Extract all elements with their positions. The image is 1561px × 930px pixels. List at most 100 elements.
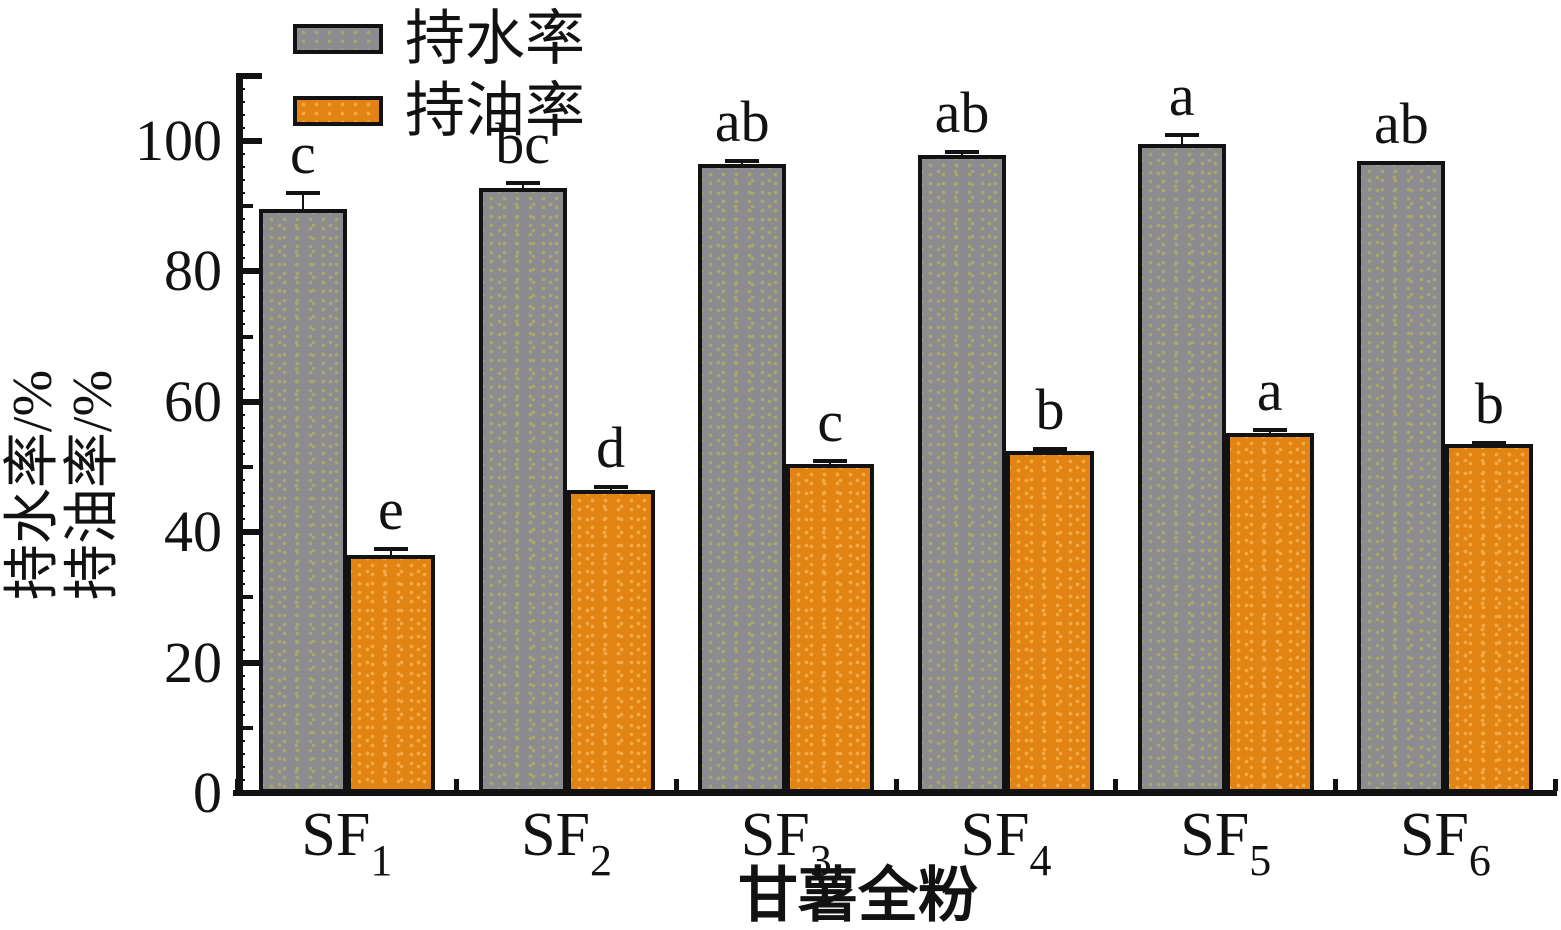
y-tick-label-20: 20	[164, 629, 222, 695]
x-tick-base-sf2: SF	[521, 801, 591, 869]
y-tick-68	[236, 348, 245, 351]
errorbar-water-sf1	[285, 190, 320, 214]
x-tick-1	[454, 779, 460, 791]
sig-letter-water-sf4: ab	[934, 80, 990, 146]
legend-label-oil: 持油率	[405, 78, 585, 144]
sig-letter-oil-sf5: a	[1256, 357, 1283, 423]
errorbar-oil-sf4	[1032, 446, 1067, 455]
y-tick-0	[236, 790, 262, 796]
y-tick-60	[236, 398, 262, 405]
y-tick-24	[236, 635, 245, 638]
y-tick-92	[236, 192, 245, 195]
sig-letter-water-sf2: bc	[495, 111, 550, 177]
y-tick-8	[236, 739, 245, 742]
bar-water-sf4	[917, 155, 1006, 793]
y-tick-70	[236, 334, 253, 339]
legend-swatch-water-icon	[293, 24, 383, 54]
x-tick-sub-sf4: 4	[1029, 836, 1052, 885]
y-axis-spine	[236, 75, 243, 796]
y-tick-22	[236, 648, 245, 651]
y-tick-40	[236, 529, 262, 536]
y-tick-104	[236, 113, 245, 116]
x-tick-6	[1552, 779, 1558, 791]
y-tick-54	[236, 439, 245, 442]
errorbar-oil-sf1	[373, 547, 408, 559]
y-tick-label-100: 100	[135, 108, 222, 173]
y-tick-18	[236, 674, 245, 677]
legend-swatch-oil-icon	[293, 96, 383, 126]
bar-oil-sf4	[1005, 450, 1094, 793]
y-tick-12	[236, 713, 245, 716]
y-tick-label-40: 40	[164, 499, 222, 565]
y-tick-108	[236, 87, 245, 90]
y-tick-80	[236, 268, 262, 275]
bar-oil-sf5	[1225, 433, 1314, 793]
y-tick-106	[236, 100, 245, 103]
y-tick-82	[236, 257, 245, 260]
y-tick-26	[236, 622, 245, 625]
y-tick-14	[236, 700, 245, 703]
legend-item-water: 持水率	[293, 6, 585, 72]
y-tick-90	[236, 204, 253, 209]
y-tick-46	[236, 492, 245, 495]
y-tick-2	[236, 778, 245, 781]
y-tick-96	[236, 166, 245, 169]
legend: 持水率 持油率	[293, 6, 585, 144]
x-tick-base-sf6: SF	[1399, 801, 1469, 869]
y-tick-36	[236, 557, 245, 560]
y-axis-label-line1: 持水率/%	[2, 369, 64, 601]
sig-letter-oil-sf6: b	[1474, 370, 1504, 436]
y-tick-58	[236, 413, 245, 416]
x-tick-base-sf1: SF	[301, 801, 371, 869]
y-tick-78	[236, 283, 245, 286]
bar-oil-sf6	[1445, 444, 1534, 793]
y-tick-42	[236, 518, 245, 521]
errorbar-oil-sf2	[593, 484, 628, 495]
sig-letter-oil-sf2: d	[596, 414, 626, 480]
y-tick-10	[236, 725, 253, 730]
errorbar-oil-sf5	[1252, 427, 1287, 438]
y-tick-56	[236, 426, 245, 429]
y-tick-28	[236, 609, 245, 612]
errorbar-oil-sf6	[1472, 440, 1507, 449]
sig-letter-oil-sf3: c	[817, 388, 844, 454]
y-tick-72	[236, 322, 245, 325]
x-tick-sub-sf6: 6	[1468, 836, 1491, 885]
x-tick-label-sf2: SF2	[457, 802, 677, 894]
x-tick-sub-sf5: 5	[1249, 836, 1272, 885]
x-tick-sub-sf1: 1	[370, 836, 393, 885]
errorbar-water-sf2	[505, 181, 540, 192]
bar-oil-sf2	[566, 489, 655, 793]
x-tick-3	[893, 779, 899, 791]
bar-oil-sf1	[346, 555, 435, 793]
y-tick-label-80: 80	[164, 238, 222, 304]
bar-water-sf2	[478, 187, 567, 793]
x-tick-label-sf4: SF4	[896, 802, 1116, 894]
y-tick-66	[236, 361, 245, 364]
y-tick-74	[236, 309, 245, 312]
sig-letter-water-sf3: ab	[714, 88, 770, 154]
y-tick-84	[236, 244, 245, 247]
errorbar-water-sf5	[1164, 132, 1199, 149]
bar-oil-sf3	[786, 463, 875, 793]
errorbar-water-sf4	[944, 150, 979, 160]
y-tick-52	[236, 452, 245, 455]
y-tick-38	[236, 544, 245, 547]
x-tick-base-sf5: SF	[1180, 801, 1250, 869]
x-tick-base-sf4: SF	[960, 801, 1030, 869]
x-tick-label-sf1: SF1	[237, 802, 457, 894]
x-tick-5	[1333, 779, 1339, 791]
y-tick-44	[236, 505, 245, 508]
y-tick-48	[236, 479, 245, 482]
sig-letter-oil-sf4: b	[1035, 376, 1065, 442]
y-tick-16	[236, 687, 245, 690]
sig-letter-water-sf6: ab	[1374, 90, 1429, 156]
x-tick-2	[673, 779, 679, 791]
x-axis-spine	[233, 790, 1557, 796]
y-tick-4	[236, 765, 245, 768]
bar-water-sf5	[1137, 144, 1226, 793]
bar-water-sf1	[258, 209, 347, 793]
sig-letter-water-sf1: c	[289, 120, 316, 186]
